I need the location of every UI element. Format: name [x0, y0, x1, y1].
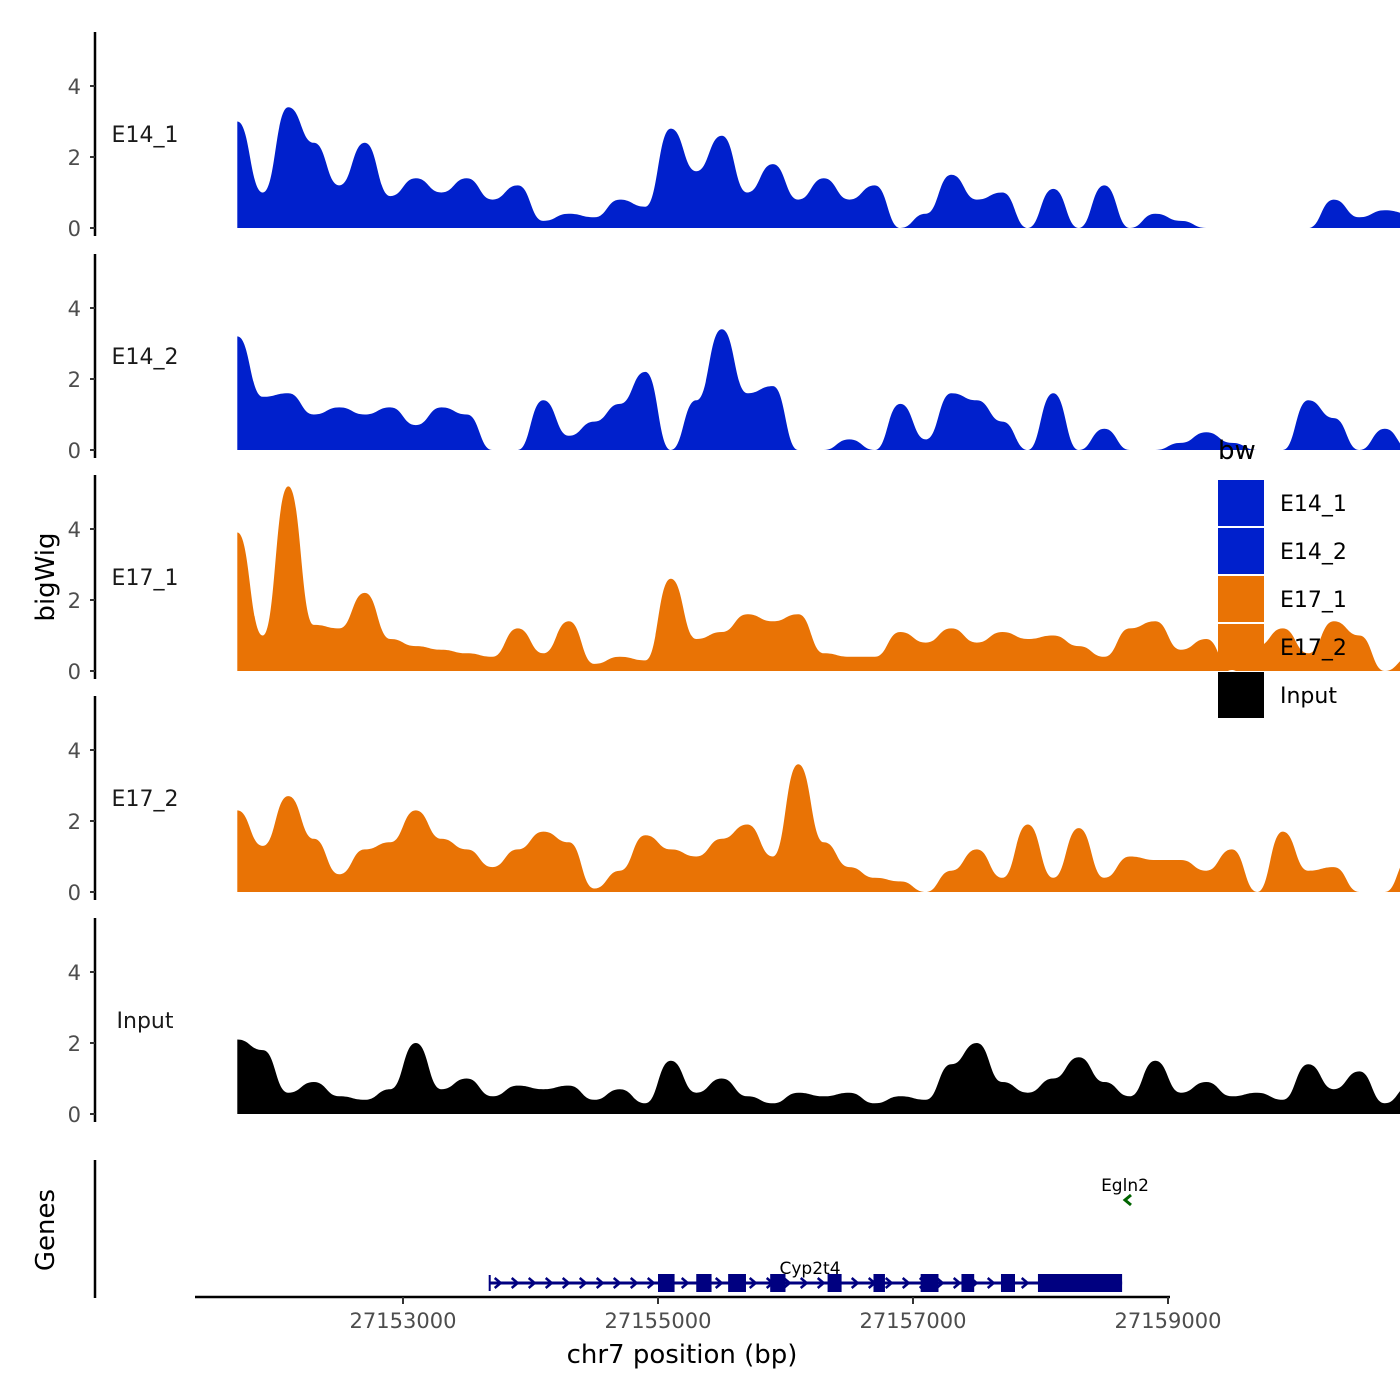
strand-arrow [748, 1277, 758, 1289]
strand-arrow [578, 1277, 588, 1289]
y-tick-label: 2 [68, 146, 81, 170]
area-input [237, 1039, 1400, 1114]
x-axis: 27153000 27155000 27157000 27159000 [195, 1295, 1222, 1333]
track-e14-2: 0 2 4 E14_2 [68, 254, 1400, 463]
exon-block [1037, 1274, 1123, 1292]
x-tick-label: 27155000 [605, 1309, 712, 1333]
exon-block [920, 1274, 939, 1292]
legend-label: E14_2 [1280, 540, 1347, 565]
y-tick-label: 0 [68, 881, 81, 905]
gene-label: Egln2 [1101, 1176, 1149, 1196]
x-axis-title: chr7 position (bp) [567, 1340, 798, 1370]
strand-arrow [850, 1277, 860, 1289]
y-tick-label: 4 [68, 297, 81, 321]
legend-swatch [1218, 528, 1264, 574]
y-tick-label: 2 [68, 810, 81, 834]
y-tick-label: 2 [68, 589, 81, 613]
track-label: E17_1 [112, 566, 179, 591]
strand-arrow [799, 1277, 809, 1289]
strand-arrow [901, 1277, 911, 1289]
strand-arrow [493, 1277, 503, 1289]
track-e17-2: 0 2 4 E17_2 [68, 696, 1400, 905]
legend-label: Input [1280, 684, 1337, 709]
exon-block [1000, 1274, 1015, 1292]
x-tick-label: 27159000 [1115, 1309, 1222, 1333]
strand-arrow [612, 1277, 622, 1289]
strand-arrow [646, 1277, 656, 1289]
exon-block [728, 1274, 746, 1292]
legend-swatch [1218, 576, 1264, 622]
strand-arrow [629, 1277, 639, 1289]
track-e17-1: 0 2 4 E17_1 [68, 475, 1400, 684]
legend-swatch [1218, 672, 1264, 718]
strand-arrow [935, 1277, 945, 1289]
x-tick-label: 27153000 [350, 1309, 457, 1333]
track-input: 0 2 4 Input [68, 918, 1400, 1127]
legend-label: E14_1 [1280, 492, 1347, 517]
strand-arrow [714, 1277, 724, 1289]
strand-arrow [510, 1277, 520, 1289]
strand-arrow [595, 1277, 605, 1289]
strand-arrow [527, 1277, 537, 1289]
y-axis-title: bigWig [31, 532, 61, 621]
y-tick-label: 4 [68, 75, 81, 99]
gene-label: Cyp2t4 [779, 1259, 840, 1279]
exon-block [696, 1274, 712, 1292]
track-panels: 0 2 4 E14_1 0 2 4 E14_2 0 2 4 E17_1 0 2 4 E17_2 0 2 4 Input [68, 32, 1400, 1127]
strand-arrow [986, 1277, 996, 1289]
exon-block [658, 1274, 675, 1292]
legend-swatch [1218, 480, 1264, 526]
legend-label: E17_1 [1280, 588, 1347, 613]
y-tick-label: 4 [68, 518, 81, 542]
y-tick-label: 0 [68, 439, 81, 463]
track-e14-1: 0 2 4 E14_1 [68, 32, 1400, 241]
gene-cyp2t4: Cyp2t4 [488, 1259, 1123, 1292]
strand-arrow [1122, 1193, 1132, 1207]
legend-label: E17_2 [1280, 636, 1347, 661]
exon-block [873, 1274, 885, 1292]
y-tick-label: 2 [68, 368, 81, 392]
exon-block [827, 1274, 842, 1292]
strand-arrow [680, 1277, 690, 1289]
area-e17-1 [237, 486, 1400, 671]
genes-panel: Cyp2t4 Egln2 [93, 1160, 1149, 1298]
y-tick-label: 2 [68, 1032, 81, 1056]
area-e17-2 [237, 764, 1400, 893]
strand-arrow [952, 1277, 962, 1289]
exon-block [961, 1274, 975, 1292]
gene-egln2: Egln2 [1101, 1176, 1149, 1207]
y-tick-label: 0 [68, 1103, 81, 1127]
strand-arrow [544, 1277, 554, 1289]
legend-swatch [1218, 624, 1264, 670]
y-tick-label: 4 [68, 961, 81, 985]
legend-title: bw [1218, 436, 1256, 466]
y-tick-label: 4 [68, 739, 81, 763]
track-label: E14_1 [112, 123, 179, 148]
track-label: Input [117, 1009, 174, 1034]
area-e14-2 [237, 329, 1400, 451]
track-label: E17_2 [112, 787, 179, 812]
area-e14-1 [237, 107, 1400, 228]
strand-arrow [1020, 1277, 1030, 1289]
legend: E14_1 E14_2 E17_1 E17_2 Input [1218, 480, 1347, 718]
strand-arrow [782, 1277, 792, 1289]
exon-block [770, 1274, 786, 1292]
x-tick-label: 27157000 [860, 1309, 967, 1333]
strand-arrow [561, 1277, 571, 1289]
track-label: E14_2 [112, 345, 179, 370]
strand-arrow [816, 1277, 826, 1289]
strand-arrow [884, 1277, 894, 1289]
genes-axis-title: Genes [31, 1189, 61, 1271]
y-tick-label: 0 [68, 217, 81, 241]
y-tick-label: 0 [68, 660, 81, 684]
